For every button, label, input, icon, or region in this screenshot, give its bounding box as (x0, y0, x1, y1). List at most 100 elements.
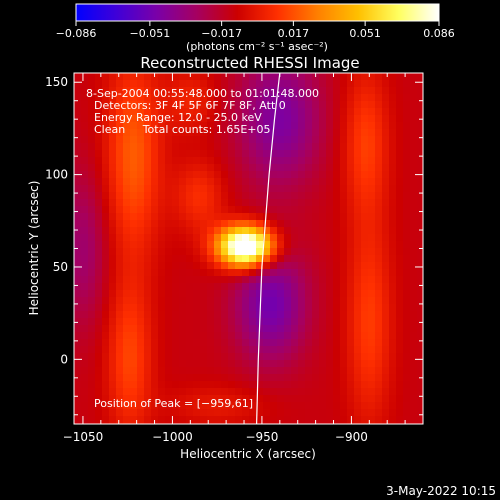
heatmap-cell (284, 185, 292, 193)
heatmap-cell (102, 129, 110, 137)
heatmap-cell (200, 171, 208, 179)
heatmap-cell (361, 346, 369, 354)
heatmap-cell (151, 192, 159, 200)
heatmap-cell (81, 136, 89, 144)
heatmap-cell (130, 213, 138, 221)
heatmap-cell (151, 171, 159, 179)
heatmap-cell (102, 360, 110, 368)
heatmap-cell (172, 108, 180, 116)
heatmap-cell (95, 185, 103, 193)
heatmap-cell (263, 94, 271, 102)
heatmap-cell (305, 199, 313, 207)
heatmap-cell (403, 269, 411, 277)
heatmap-cell (179, 192, 187, 200)
heatmap-cell (144, 101, 152, 109)
heatmap-cell (361, 374, 369, 382)
heatmap-cell (193, 290, 201, 298)
heatmap-cell (389, 129, 397, 137)
heatmap-cell (109, 276, 117, 284)
heatmap-cell (368, 388, 376, 396)
heatmap-cell (88, 213, 96, 221)
heatmap-cell (284, 178, 292, 186)
heatmap-cell (214, 136, 222, 144)
heatmap-cell (284, 143, 292, 151)
heatmap-cell (172, 416, 180, 424)
heatmap-cell (116, 101, 124, 109)
heatmap-cell (340, 297, 348, 305)
heatmap-cell (375, 241, 383, 249)
heatmap-cell (375, 80, 383, 88)
heatmap-cell (256, 234, 264, 242)
heatmap-cell (81, 297, 89, 305)
heatmap-cell (116, 122, 124, 130)
heatmap-cell (137, 87, 145, 95)
heatmap-cell (305, 325, 313, 333)
heatmap-cell (312, 227, 320, 235)
heatmap-cell (319, 269, 327, 277)
heatmap-cell (375, 192, 383, 200)
heatmap-cell (137, 381, 145, 389)
heatmap-cell (235, 73, 243, 81)
heatmap-cell (305, 367, 313, 375)
heatmap-cell (221, 409, 229, 417)
heatmap-cell (340, 276, 348, 284)
heatmap-cell (102, 262, 110, 270)
heatmap-cell (228, 311, 236, 319)
heatmap-cell (368, 178, 376, 186)
heatmap-cell (284, 122, 292, 130)
heatmap-cell (417, 234, 424, 242)
heatmap-cell (172, 297, 180, 305)
heatmap-cell (410, 227, 418, 235)
heatmap-cell (102, 304, 110, 312)
heatmap-cell (417, 304, 424, 312)
heatmap-cell (144, 311, 152, 319)
heatmap-cell (186, 248, 194, 256)
heatmap-cell (277, 129, 285, 137)
heatmap-cell (130, 143, 138, 151)
heatmap-cell (235, 262, 243, 270)
heatmap-cell (305, 311, 313, 319)
heatmap-cell (375, 206, 383, 214)
heatmap-cell (291, 122, 299, 130)
heatmap-cell (263, 381, 271, 389)
heatmap-cell (81, 206, 89, 214)
heatmap-cell (347, 353, 355, 361)
heatmap-cell (88, 367, 96, 375)
heatmap-cell (144, 185, 152, 193)
heatmap-cell (242, 248, 250, 256)
heatmap-cell (137, 374, 145, 382)
heatmap-cell (326, 220, 334, 228)
heatmap-cell (305, 129, 313, 137)
heatmap-cell (270, 318, 278, 326)
heatmap-cell (151, 395, 159, 403)
heatmap-cell (291, 325, 299, 333)
heatmap-cell (298, 248, 306, 256)
heatmap-cell (179, 388, 187, 396)
heatmap-cell (389, 353, 397, 361)
heatmap-cell (298, 199, 306, 207)
heatmap-cell (403, 171, 411, 179)
heatmap-cell (207, 80, 215, 88)
heatmap-cell (256, 80, 264, 88)
heatmap-cell (326, 304, 334, 312)
heatmap-cell (88, 416, 96, 424)
heatmap-cell (319, 304, 327, 312)
heatmap-cell (305, 143, 313, 151)
heatmap-cell (277, 283, 285, 291)
heatmap-cell (291, 164, 299, 172)
heatmap-cell (151, 269, 159, 277)
heatmap-cell (354, 388, 362, 396)
heatmap-cell (81, 395, 89, 403)
heatmap-cell (123, 199, 131, 207)
heatmap-cell (228, 241, 236, 249)
heatmap-cell (277, 157, 285, 165)
heatmap-cell (249, 248, 257, 256)
heatmap-cell (81, 409, 89, 417)
heatmap-cell (151, 325, 159, 333)
heatmap-cell (361, 73, 369, 81)
heatmap-cell (417, 311, 424, 319)
heatmap-cell (291, 395, 299, 403)
heatmap-cell (200, 122, 208, 130)
heatmap-cell (284, 297, 292, 305)
